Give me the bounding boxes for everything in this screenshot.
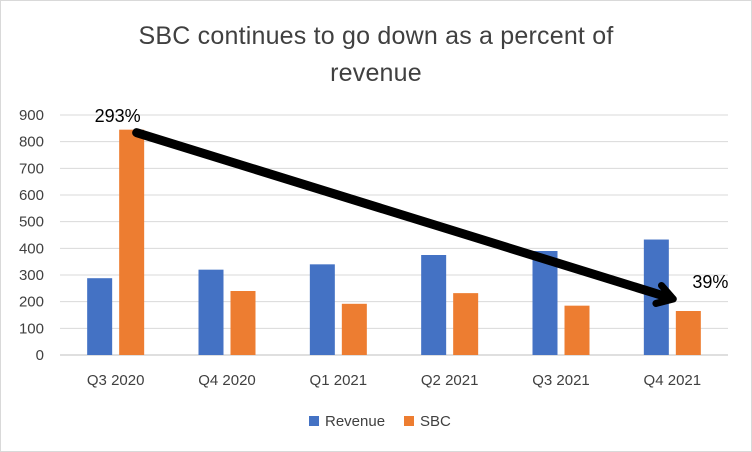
- bar-sbc: [675, 311, 701, 355]
- bar-sbc: [341, 303, 367, 355]
- legend: Revenue SBC: [309, 413, 451, 430]
- x-tick-label: Q3 2020: [87, 372, 145, 389]
- bar-revenue: [309, 264, 335, 355]
- x-tick-label: Q3 2021: [532, 372, 590, 389]
- x-tick-label: Q2 2021: [421, 372, 479, 389]
- y-tick-label: 400: [19, 240, 44, 257]
- x-tick-label: Q1 2021: [310, 372, 368, 389]
- y-tick-label: 500: [19, 214, 44, 231]
- y-axis: 0 100 200 300 400 500 600 700 800 900: [19, 107, 44, 364]
- annotation-label: 39%: [692, 272, 728, 292]
- y-tick-label: 600: [19, 187, 44, 204]
- legend-label: SBC: [420, 413, 451, 430]
- bar-sbc: [119, 129, 145, 355]
- x-tick-label: Q4 2020: [198, 372, 256, 389]
- arrow-shaft: [132, 128, 672, 302]
- y-tick-label: 900: [19, 107, 44, 124]
- trend-arrow: [132, 128, 677, 307]
- annotations: 293% 39%: [95, 106, 729, 292]
- bars: [87, 129, 701, 355]
- legend-label: Revenue: [325, 413, 385, 430]
- y-tick-label: 0: [36, 347, 44, 364]
- x-axis: Q3 2020 Q4 2020 Q1 2021 Q2 2021 Q3 2021 Q4 20…: [87, 372, 701, 389]
- chart-title-line-2: revenue: [330, 59, 422, 87]
- bar-revenue: [87, 278, 113, 355]
- y-tick-label: 100: [19, 320, 44, 337]
- arrow-head: [652, 281, 677, 307]
- y-tick-label: 800: [19, 134, 44, 151]
- y-tick-label: 200: [19, 294, 44, 311]
- annotation-label: 293%: [95, 106, 141, 126]
- gridlines: [60, 114, 728, 356]
- x-tick-label: Q4 2021: [644, 372, 702, 389]
- bar-sbc: [564, 305, 590, 355]
- y-tick-label: 700: [19, 160, 44, 177]
- bar-sbc: [453, 293, 479, 355]
- bar-revenue: [198, 269, 224, 355]
- bar-revenue: [532, 251, 558, 355]
- bar-revenue: [421, 255, 447, 355]
- legend-swatch-revenue: [309, 416, 319, 426]
- y-tick-label: 300: [19, 267, 44, 284]
- legend-swatch-sbc: [404, 416, 414, 426]
- chart-title-line-1: SBC continues to go down as a percent of: [138, 22, 614, 50]
- bar-sbc: [230, 291, 256, 355]
